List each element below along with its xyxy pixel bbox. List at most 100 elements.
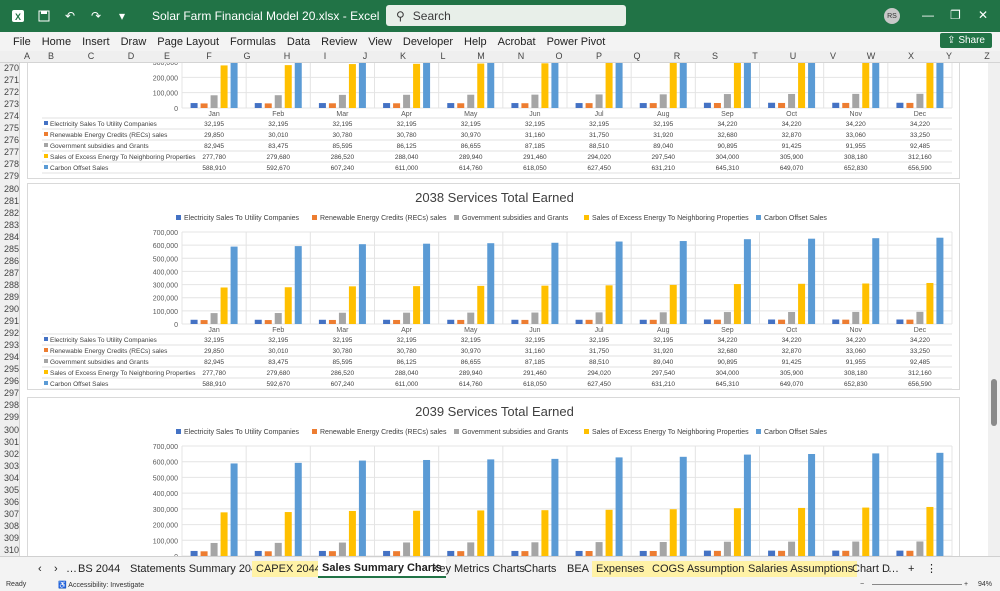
row-header[interactable]: 309 <box>3 532 19 543</box>
sheet-tab-key-metrics-charts[interactable]: Key Metrics Charts <box>432 563 525 575</box>
column-header[interactable]: M <box>477 51 485 61</box>
sheet-tab-charts[interactable]: Charts <box>524 563 557 575</box>
sheet-tab-bea[interactable]: BEA <box>567 563 590 575</box>
row-header[interactable]: 283 <box>3 219 19 230</box>
column-header[interactable]: L <box>440 51 446 61</box>
column-header[interactable]: B <box>47 51 54 61</box>
share-button[interactable]: ⇪ Share <box>940 33 992 48</box>
row-header[interactable]: 280 <box>3 183 19 194</box>
customize-toolbar-icon[interactable]: ▾ <box>118 9 126 23</box>
undo-icon[interactable]: ↶ <box>64 9 76 23</box>
row-header[interactable]: 271 <box>3 75 19 86</box>
row-header[interactable]: 281 <box>3 195 19 206</box>
column-header[interactable]: Q <box>633 51 641 61</box>
column-header[interactable]: G <box>243 51 251 61</box>
chart-1[interactable]: 2038 Services Total Earned Electricity Sa… <box>27 183 960 390</box>
row-header[interactable]: 291 <box>3 316 19 327</box>
row-header[interactable]: 285 <box>3 243 19 254</box>
row-header[interactable]: 290 <box>3 304 19 314</box>
column-header[interactable]: V <box>829 51 836 61</box>
row-header[interactable]: 292 <box>3 328 19 339</box>
sheet-tab-capex-2044[interactable]: CAPEX 2044 <box>252 561 325 577</box>
menu-power-pivot[interactable]: Power Pivot <box>546 35 606 48</box>
chart-0[interactable]: 300,000 200,000 100,000 0 Jan Feb Mar Apr May Jun… <box>27 63 960 179</box>
zoom-slider[interactable] <box>872 584 962 585</box>
sheet-tab-cogs-assumptions[interactable]: COGS Assumptions <box>648 561 754 577</box>
row-header[interactable]: 307 <box>3 508 19 519</box>
search-box[interactable]: ⚲ Search <box>386 5 626 26</box>
row-header[interactable]: 288 <box>3 279 19 290</box>
column-header[interactable]: W <box>866 51 876 61</box>
row-header[interactable]: 286 <box>3 255 19 266</box>
add-sheet-icon[interactable]: + <box>908 563 915 575</box>
column-header[interactable]: C <box>87 51 95 61</box>
column-header[interactable]: J <box>362 51 368 61</box>
row-header[interactable]: 272 <box>3 87 19 98</box>
row-header[interactable]: 274 <box>3 111 19 122</box>
column-header[interactable]: D <box>127 51 135 61</box>
row-header[interactable]: 284 <box>3 231 19 242</box>
row-header[interactable]: 298 <box>3 400 19 411</box>
row-header[interactable]: 300 <box>3 424 19 435</box>
column-header[interactable]: T <box>752 51 758 61</box>
row-header[interactable]: 279 <box>3 171 19 182</box>
row-header[interactable]: 273 <box>3 99 19 110</box>
column-header[interactable]: F <box>206 51 212 61</box>
menu-file[interactable]: File <box>13 35 31 48</box>
tab-scroll-menu-icon[interactable]: ⋮ <box>926 563 937 575</box>
scroll-thumb[interactable] <box>991 379 997 426</box>
column-header[interactable]: K <box>399 51 406 61</box>
sheet-tab-chart-d[interactable]: Chart D <box>852 563 890 575</box>
row-header[interactable]: 305 <box>3 484 19 495</box>
more-sheets-right-icon[interactable]: … <box>888 563 899 575</box>
zoom-level[interactable]: 94% <box>978 581 993 588</box>
column-header[interactable]: H <box>283 51 291 61</box>
close-icon[interactable]: ✕ <box>978 8 989 22</box>
column-header[interactable]: Z <box>984 51 990 61</box>
avatar[interactable]: RS <box>884 8 900 24</box>
column-header[interactable]: S <box>711 51 718 61</box>
menu-view[interactable]: View <box>368 35 392 48</box>
save-icon[interactable] <box>36 8 52 24</box>
prev-sheet-icon[interactable]: ‹ <box>38 563 42 575</box>
row-header[interactable]: 308 <box>3 520 19 531</box>
row-header[interactable]: 306 <box>3 496 19 507</box>
column-header[interactable]: X <box>907 51 914 61</box>
menu-help[interactable]: Help <box>464 35 487 48</box>
sheet-tab-sales-summary-charts[interactable]: Sales Summary Charts <box>318 558 446 578</box>
row-header[interactable]: 289 <box>3 291 19 302</box>
row-header[interactable]: 294 <box>3 352 19 363</box>
menu-data[interactable]: Data <box>286 35 311 48</box>
restore-icon[interactable]: ❐ <box>950 8 961 22</box>
row-header[interactable]: 297 <box>3 388 19 399</box>
row-header[interactable]: 302 <box>3 448 19 459</box>
column-header[interactable]: A <box>23 51 30 61</box>
menu-page-layout[interactable]: Page Layout <box>157 35 220 48</box>
row-header[interactable]: 301 <box>3 436 19 447</box>
sheet-tab-salaries-assumptions[interactable]: Salaries Assumptions <box>744 561 858 577</box>
column-header[interactable]: Y <box>945 51 952 61</box>
redo-icon[interactable]: ↷ <box>90 9 102 23</box>
column-header[interactable]: O <box>555 51 563 61</box>
column-header[interactable]: N <box>517 51 525 61</box>
sheet-tab-statements-summary-2044[interactable]: Statements Summary 2044 <box>130 563 264 575</box>
column-header[interactable]: I <box>323 51 327 61</box>
column-header[interactable]: P <box>595 51 602 61</box>
menu-home[interactable]: Home <box>41 35 72 48</box>
menu-acrobat[interactable]: Acrobat <box>497 35 536 48</box>
row-header[interactable]: 303 <box>3 460 19 471</box>
menu-insert[interactable]: Insert <box>82 35 110 48</box>
menu-developer[interactable]: Developer <box>402 35 454 48</box>
row-header[interactable]: 270 <box>3 63 19 73</box>
worksheet-area[interactable]: 300,000 200,000 100,000 0 Jan Feb Mar Apr May Jun… <box>21 63 988 556</box>
row-header[interactable]: 299 <box>3 412 19 423</box>
sheet-tab-bs-2044[interactable]: BS 2044 <box>78 563 121 575</box>
column-header[interactable]: R <box>673 51 681 61</box>
vertical-scrollbar[interactable] <box>988 63 1000 556</box>
row-header[interactable]: 304 <box>3 472 19 483</box>
next-sheet-icon[interactable]: › <box>54 563 58 575</box>
menu-draw[interactable]: Draw <box>120 35 147 48</box>
zoom-out-icon[interactable]: − <box>860 581 865 588</box>
row-header[interactable]: 278 <box>3 159 19 170</box>
row-header[interactable]: 276 <box>3 135 19 146</box>
